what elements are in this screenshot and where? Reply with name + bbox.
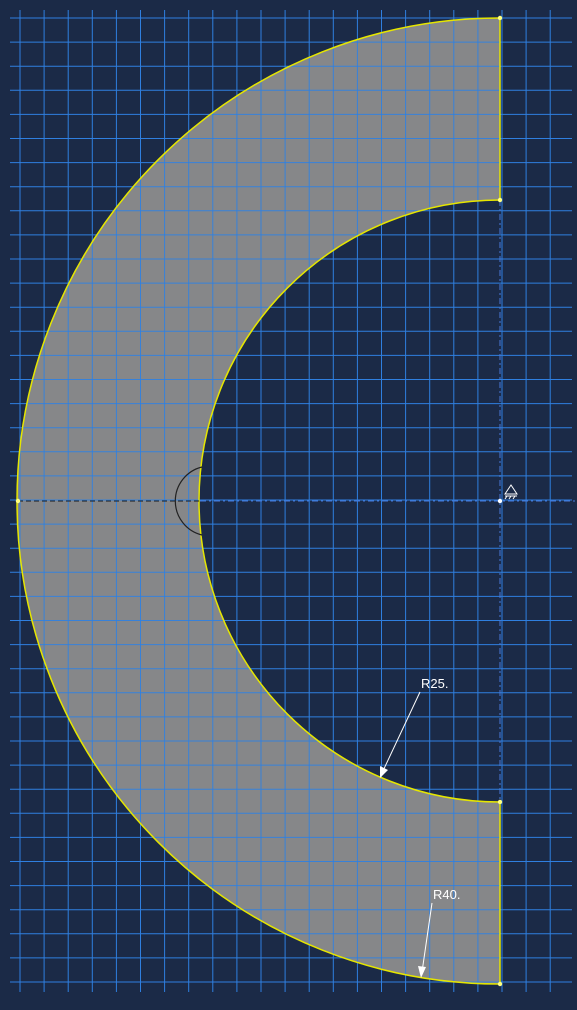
dimension-r25[interactable]: R25. <box>380 676 448 778</box>
sketch-vertices <box>15 15 503 987</box>
fixed-origin-icon <box>504 484 518 500</box>
dimension-arrowhead <box>380 766 388 778</box>
vertex <box>497 197 503 203</box>
dimension-r40[interactable]: R40. <box>418 887 460 978</box>
center-vertex <box>497 498 503 504</box>
dimension-leader <box>421 902 433 973</box>
vertex <box>497 799 503 805</box>
vertex <box>15 498 21 504</box>
dimension-label[interactable]: R40. <box>433 887 460 902</box>
tangent-constraint-arc <box>174 466 203 536</box>
vertex <box>497 15 503 21</box>
dimension-arrowhead <box>418 966 426 978</box>
vertex <box>497 981 503 987</box>
dimension-leader <box>381 691 421 774</box>
dimension-label[interactable]: R25. <box>421 676 448 691</box>
